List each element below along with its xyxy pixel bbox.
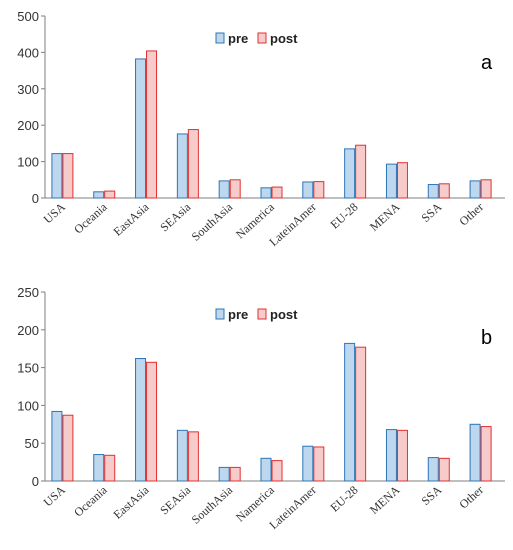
x-tick-label: EU-28	[327, 483, 360, 515]
y-tick-label: 50	[25, 436, 39, 451]
x-tick-label: SSA	[419, 483, 445, 508]
bar-post-eastasia	[146, 361, 158, 482]
legend-swatch-post	[257, 308, 267, 320]
legend-label-pre: pre	[228, 31, 248, 46]
bar-post-namerica	[271, 460, 283, 482]
bar-pre-lateinamer	[302, 181, 314, 199]
x-tick-label: Other	[456, 483, 486, 512]
x-tick-label: EastAsia	[110, 482, 152, 521]
bar-pre-southasia	[218, 180, 230, 199]
bar-pre-eu-28	[344, 342, 356, 482]
bar-pre-namerica	[260, 457, 272, 482]
bar-post-oceania	[104, 190, 116, 199]
x-tick-label: SSA	[419, 200, 445, 225]
bar-post-namerica	[271, 186, 283, 199]
bar-pre-seasia	[176, 133, 188, 199]
bar-post-usa	[62, 414, 74, 482]
bar-pre-seasia	[176, 429, 188, 482]
bar-post-seasia	[187, 129, 199, 199]
bar-post-oceania	[104, 454, 116, 482]
x-tick-label: EU-28	[327, 200, 360, 232]
y-tick-label: 400	[17, 45, 39, 60]
bar-pre-namerica	[260, 187, 272, 199]
bar-pre-eu-28	[344, 148, 356, 199]
bar-post-mena	[396, 429, 408, 482]
bar-post-eastasia	[146, 50, 158, 199]
legend-swatch-pre	[215, 308, 225, 320]
y-tick-label: 100	[17, 155, 39, 170]
y-tick-label: 250	[17, 285, 39, 300]
bar-pre-oceania	[93, 191, 105, 199]
x-tick-label: SouthAsia	[189, 199, 236, 243]
y-tick-label: 0	[32, 191, 39, 206]
y-tick-label: 500	[17, 9, 39, 24]
bar-pre-mena	[385, 429, 397, 482]
x-tick-label: Oceania	[71, 199, 110, 236]
bar-post-other	[480, 426, 492, 482]
bar-post-southasia	[229, 466, 241, 482]
bar-post-mena	[396, 162, 408, 199]
bar-pre-ssa	[427, 184, 439, 199]
x-tick-label: SEAsia	[157, 482, 194, 517]
x-tick-label: USA	[41, 483, 68, 510]
x-tick-label: EastAsia	[110, 199, 152, 238]
bar-post-other	[480, 179, 492, 199]
legend-label-post: post	[270, 31, 298, 46]
x-tick-label: SEAsia	[157, 199, 194, 234]
bar-pre-southasia	[218, 466, 230, 482]
y-tick-label: 0	[32, 474, 39, 489]
bar-post-lateinamer	[313, 181, 325, 199]
y-tick-label: 300	[17, 82, 39, 97]
bar-pre-other	[469, 180, 481, 199]
legend-label-pre: pre	[228, 307, 248, 322]
bar-pre-ssa	[427, 457, 439, 482]
bar-post-seasia	[187, 431, 199, 482]
x-tick-label: MENA	[367, 200, 403, 234]
legend-swatch-pre	[215, 32, 225, 44]
legend-swatch-post	[257, 32, 267, 44]
bar-pre-mena	[385, 163, 397, 199]
y-tick-label: 150	[17, 361, 39, 376]
x-tick-label: Other	[456, 200, 486, 229]
legend-label-post: post	[270, 307, 298, 322]
bar-post-eu-28	[355, 346, 367, 482]
bar-post-ssa	[438, 183, 450, 199]
bar-post-lateinamer	[313, 446, 325, 482]
y-tick-label: 200	[17, 323, 39, 338]
bar-post-usa	[62, 153, 74, 199]
bar-post-southasia	[229, 179, 241, 199]
bar-pre-oceania	[93, 454, 105, 482]
bar-pre-usa	[51, 153, 63, 199]
bar-pre-lateinamer	[302, 445, 314, 482]
x-tick-label: Oceania	[71, 482, 110, 519]
panel-label: a	[481, 52, 493, 74]
bar-pre-eastasia	[135, 58, 147, 199]
x-tick-label: USA	[41, 200, 68, 227]
y-tick-label: 100	[17, 398, 39, 413]
bar-post-ssa	[438, 457, 450, 482]
bar-pre-eastasia	[135, 358, 147, 482]
x-tick-label: SouthAsia	[189, 482, 236, 526]
bar-pre-usa	[51, 410, 63, 482]
panel-label: b	[481, 327, 492, 349]
x-tick-label: MENA	[367, 483, 403, 517]
bar-post-eu-28	[355, 144, 367, 199]
bar-pre-other	[469, 423, 481, 482]
y-tick-label: 200	[17, 118, 39, 133]
